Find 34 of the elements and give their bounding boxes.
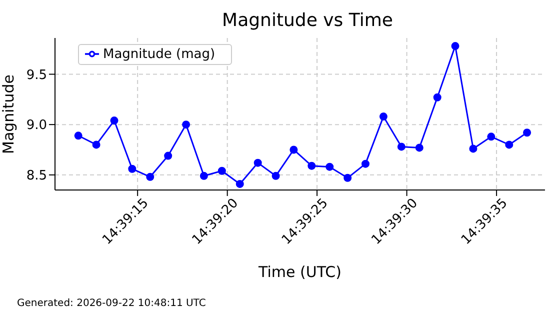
point	[74, 132, 82, 140]
point	[451, 42, 460, 50]
point	[290, 146, 298, 154]
x-axis-title: Time (UTC)	[258, 263, 342, 281]
point	[236, 180, 244, 188]
chart-title: Magnitude vs Time	[221, 10, 394, 31]
point	[433, 93, 442, 102]
point	[128, 164, 136, 173]
point	[326, 162, 334, 171]
point	[164, 152, 172, 160]
point	[397, 142, 406, 151]
point	[308, 162, 316, 170]
point	[415, 144, 424, 152]
point	[254, 158, 262, 167]
point	[218, 166, 226, 175]
point	[182, 120, 190, 129]
y-tick-label: 9.5	[26, 68, 47, 83]
point	[361, 160, 370, 168]
point	[200, 172, 208, 180]
y-axis-title: Magnitude	[0, 74, 18, 154]
y-tick-label: 8.5	[26, 168, 47, 184]
y-tick-label: 9.0	[26, 118, 47, 134]
point	[110, 116, 118, 125]
text: Generated: 2026-09-22 10:48:11 UTC	[17, 298, 206, 309]
point	[92, 140, 100, 149]
point	[272, 172, 280, 180]
point	[344, 174, 352, 182]
point	[487, 132, 496, 141]
point	[469, 144, 478, 153]
point	[146, 172, 154, 181]
legend-label: Magnitude (mag)	[103, 47, 216, 62]
point	[523, 128, 532, 137]
point	[505, 140, 514, 149]
point	[379, 112, 388, 121]
